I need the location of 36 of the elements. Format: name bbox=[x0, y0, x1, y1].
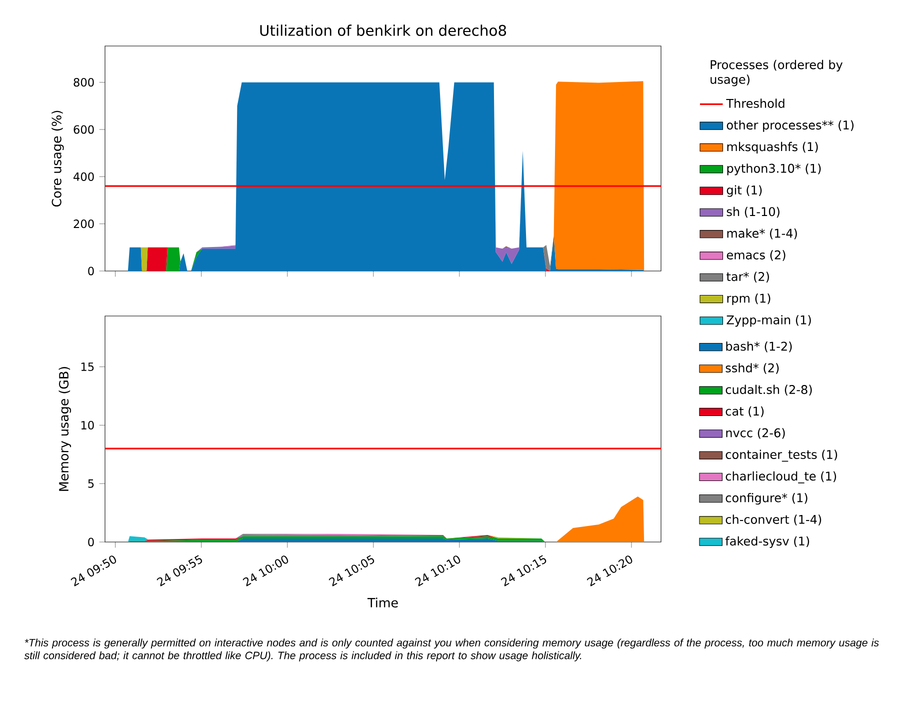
y-tick-label: 800 bbox=[74, 78, 94, 87]
y-tick-label: 400 bbox=[74, 172, 94, 181]
legend-label: cudalt.sh (2-8) bbox=[726, 384, 812, 396]
x-axis-title: Time bbox=[367, 598, 398, 608]
y-tick-label: 600 bbox=[74, 125, 94, 134]
legend-label: Zypp-main (1) bbox=[726, 315, 811, 327]
y-axis-title: Memory usage (GB) bbox=[58, 367, 72, 491]
legend-label: bash* (1-2) bbox=[726, 341, 792, 352]
legend-label: make* (1-4) bbox=[727, 228, 797, 240]
legend-label: mksquashfs (1) bbox=[727, 142, 818, 154]
y-axis-title: Core usage (%) bbox=[52, 110, 64, 207]
legend-label: sh (1-10) bbox=[726, 206, 780, 218]
legend-label: configure* (1) bbox=[726, 493, 808, 505]
legend-label: charliecloud_te (1) bbox=[726, 471, 836, 484]
legend-label: container_tests (1) bbox=[726, 450, 838, 462]
legend-label: ch-convert (1-4) bbox=[726, 514, 822, 526]
y-tick-label: 0 bbox=[88, 266, 94, 276]
legend-label: tar* (2) bbox=[726, 272, 769, 283]
legend-label: python3.10* (1) bbox=[727, 164, 821, 176]
text: *This process is generally permitted on interactive nodes and is only counted against you when considering memory usage (regardless of the process, too much memory usage is still considered bad; it cannot be throttled like CPU). The process is included in this report to show usage holistically. bbox=[24, 638, 879, 662]
legend-label: faked-sysv (1) bbox=[725, 536, 810, 548]
y-tick-label: 0 bbox=[88, 538, 94, 546]
y-tick-label: 15 bbox=[81, 362, 94, 372]
legend-label: rpm (1) bbox=[727, 293, 770, 306]
y-tick-label: 10 bbox=[81, 420, 94, 430]
legend-label: nvcc (2-6) bbox=[726, 428, 785, 439]
chart-title: Utilization of benkirk on derecho8 bbox=[260, 24, 506, 36]
y-tick-label: 200 bbox=[74, 220, 94, 228]
legend-label: emacs (2) bbox=[726, 250, 786, 261]
legend-label: cat (1) bbox=[726, 406, 764, 418]
y-tick-label: 5 bbox=[88, 479, 94, 488]
legend-label: git (1) bbox=[726, 185, 762, 197]
legend-title: Processes (ordered by usage) bbox=[710, 60, 843, 86]
legend-label: Threshold bbox=[726, 98, 784, 108]
legend-label: other processes** (1) bbox=[726, 120, 854, 132]
legend-label: sshd* (2) bbox=[726, 363, 779, 374]
